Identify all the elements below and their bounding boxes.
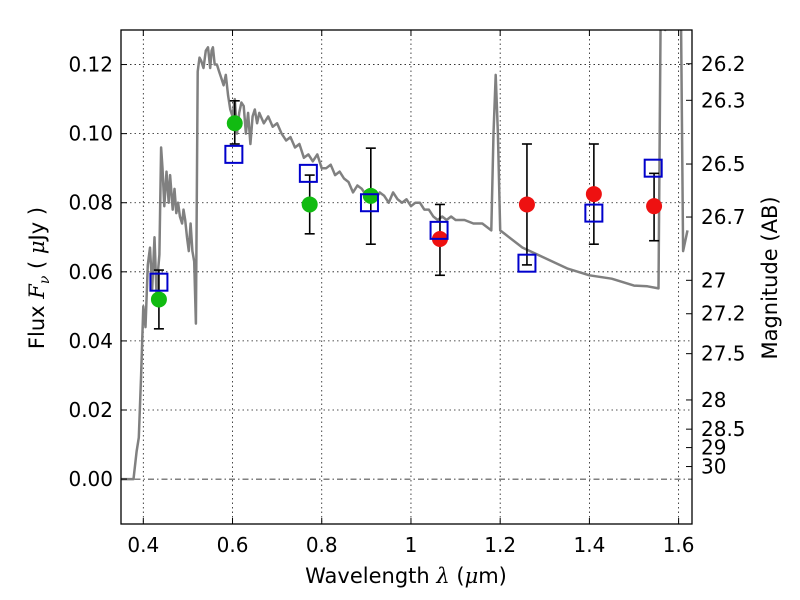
model-flux-box — [429, 220, 449, 240]
green-data-point — [150, 291, 167, 308]
x-tick-label: 1 — [405, 533, 418, 557]
x-tick-label: 0.8 — [306, 533, 338, 557]
y-tick-label: 0.08 — [68, 191, 113, 215]
magnitude-tick-label: 28.5 — [701, 417, 746, 441]
y-tick-label: 0.12 — [68, 53, 113, 77]
y-tick-label: 0.06 — [68, 260, 113, 284]
magnitude-tick-label: 28 — [701, 388, 726, 412]
red-data-point — [518, 196, 535, 213]
magnitude-tick-label: 27.5 — [701, 342, 746, 366]
model-flux-box — [298, 163, 318, 183]
x-axis-ticks: 0.4 0.6 0.8 1 1.2 1.4 1.6 — [127, 30, 695, 557]
y-tick-label: 0.04 — [68, 329, 113, 353]
x-tick-label: 1.4 — [573, 533, 605, 557]
model-flux-box — [584, 203, 604, 223]
magnitude-tick-label: 26.2 — [701, 52, 746, 76]
x-tick-label: 1.2 — [484, 533, 516, 557]
error-bars — [153, 100, 660, 330]
model-flux-boxes — [149, 144, 663, 292]
model-flux-box — [224, 144, 244, 164]
magnitude-axis-label: Magnitude (AB) — [758, 196, 782, 359]
x-tick-label: 1.6 — [663, 533, 695, 557]
model-flux-box — [643, 158, 663, 178]
model-flux-box — [359, 193, 379, 213]
magnitude-tick-label: 29 — [701, 436, 726, 460]
x-axis-label: Wavelength λ (μm) — [305, 564, 507, 588]
plot-frame — [120, 29, 693, 525]
model-spectrum-line — [121, 30, 689, 481]
magnitude-tick-label: 27.2 — [701, 302, 746, 326]
model-flux-box — [517, 253, 537, 273]
magnitude-tick-label: 26.3 — [701, 88, 746, 112]
magnitude-tick-label: 30 — [701, 455, 726, 479]
magnitude-tick-label: 26.5 — [701, 152, 746, 176]
x-tick-label: 0.4 — [127, 533, 159, 557]
magnitude-tick-label: 26.7 — [701, 205, 746, 229]
y-axis-label: Flux Fν ( μJy ) — [25, 207, 53, 349]
y-tick-label: 0.10 — [68, 122, 113, 146]
x-tick-label: 0.6 — [217, 533, 249, 557]
y-tick-label: 0.00 — [68, 467, 113, 491]
red-data-point — [585, 186, 602, 203]
red-data-point — [646, 198, 663, 215]
green-data-point — [226, 115, 243, 132]
magnitude-tick-label: 27 — [701, 268, 726, 292]
y-tick-label: 0.02 — [68, 398, 113, 422]
photometry-points — [150, 115, 663, 308]
green-data-point — [362, 187, 379, 204]
green-data-point — [301, 196, 318, 213]
model-flux-box — [149, 272, 169, 292]
y-axis-ticks: 0.00 0.02 0.04 0.06 0.08 0.10 0.12 — [68, 53, 127, 491]
